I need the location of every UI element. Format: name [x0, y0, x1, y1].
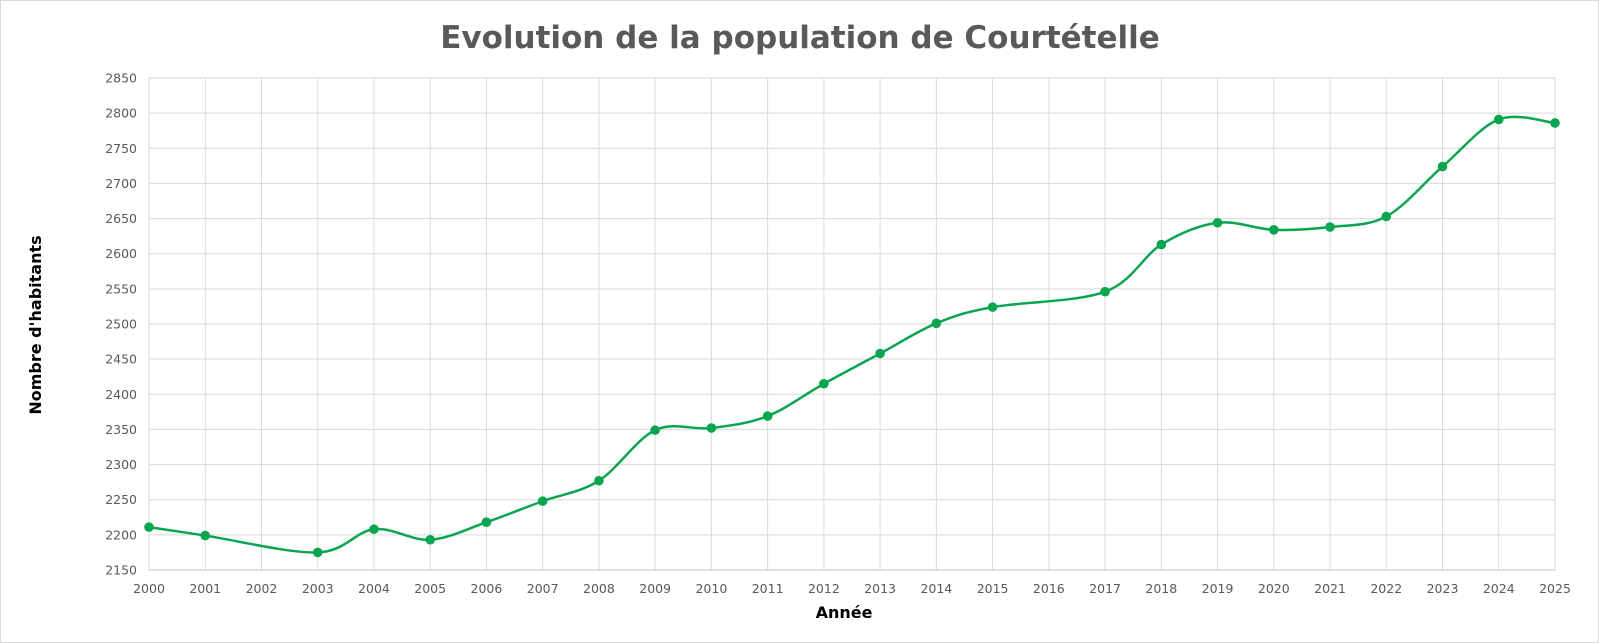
y-tick-label: 2500: [105, 317, 137, 332]
data-point: [875, 348, 885, 359]
y-tick-label: 2150: [105, 563, 137, 578]
data-point: [1100, 286, 1110, 297]
data-point: [594, 475, 604, 486]
series-markers: [144, 114, 1560, 558]
x-tick-label: 2023: [1427, 581, 1459, 596]
data-point: [425, 534, 436, 545]
x-tick-label: 2016: [1033, 581, 1065, 596]
data-point: [1156, 239, 1167, 250]
x-tick-label: 2007: [527, 581, 559, 596]
x-tick-label: 2010: [695, 581, 727, 596]
y-tick-label: 2750: [105, 141, 137, 156]
data-point: [650, 425, 660, 435]
y-tick-label: 2850: [105, 71, 137, 86]
x-tick-label: 2014: [920, 581, 952, 596]
x-tick-label: 2009: [639, 581, 671, 596]
data-point: [369, 524, 379, 535]
x-tick-label: 2008: [583, 581, 615, 596]
y-tick-label: 2300: [105, 457, 137, 472]
y-tick-label: 2600: [105, 246, 137, 261]
y-tick-label: 2400: [105, 387, 137, 402]
y-tick-label: 2250: [105, 492, 137, 507]
y-tick-label: 2350: [105, 422, 137, 437]
data-point: [987, 302, 998, 312]
data-point: [819, 378, 829, 389]
data-point: [706, 423, 717, 433]
data-point: [1550, 118, 1560, 128]
series-line-layer: [147, 115, 1557, 554]
y-tick-label: 2550: [105, 281, 137, 296]
x-tick-label: 2022: [1370, 581, 1402, 596]
x-tick-label: 2012: [808, 581, 840, 596]
x-tick-label: 2002: [246, 581, 278, 596]
data-point: [1381, 211, 1392, 222]
data-point: [312, 547, 323, 558]
x-tick-label: 2001: [189, 581, 221, 596]
data-point: [1493, 114, 1504, 125]
data-point: [1212, 217, 1223, 228]
y-tick-label: 2200: [105, 527, 137, 542]
x-tick-label: 2025: [1539, 581, 1571, 596]
x-tick-label: 2003: [302, 581, 334, 596]
data-point: [200, 530, 211, 541]
chart-title: Evolution de la population de Courtétell…: [440, 20, 1160, 56]
data-point: [481, 517, 492, 528]
x-axis-title: Année: [816, 603, 873, 622]
data-point: [144, 522, 154, 532]
data-point: [931, 318, 942, 329]
data-point: [762, 411, 773, 421]
x-tick-label: 2018: [1145, 581, 1177, 596]
x-tick-label: 2013: [864, 581, 896, 596]
x-tick-labels: 2000 2001 2002 2003 2004 2005 2006 2007 2008 2009…: [133, 581, 1571, 596]
gridlines: [148, 77, 1556, 571]
x-tick-label: 2004: [358, 581, 390, 596]
y-tick-label: 2450: [105, 352, 137, 367]
y-tick-label: 2650: [105, 211, 137, 226]
y-tick-labels: 2150 2200 2250 2300 2350 2400 2450 2500 2550 2600…: [105, 71, 137, 578]
y-tick-label: 2700: [105, 176, 137, 191]
x-tick-label: 2017: [1089, 581, 1121, 596]
x-tick-label: 2019: [1202, 581, 1234, 596]
x-tick-label: 2020: [1258, 581, 1290, 596]
series-line: [147, 115, 1557, 554]
x-tick-label: 2000: [133, 581, 165, 596]
y-tick-label: 2800: [105, 106, 137, 121]
data-point: [537, 496, 548, 506]
data-point: [1325, 222, 1335, 232]
x-tick-label: 2005: [414, 581, 446, 596]
data-point: [1437, 161, 1448, 172]
x-tick-label: 2024: [1483, 581, 1515, 596]
x-tick-label: 2015: [977, 581, 1009, 596]
data-point: [1269, 225, 1279, 235]
x-tick-label: 2021: [1314, 581, 1346, 596]
x-tick-label: 2011: [752, 581, 784, 596]
x-tick-label: 2006: [471, 581, 503, 596]
y-axis-title: Nombre d'habitants: [26, 235, 45, 414]
